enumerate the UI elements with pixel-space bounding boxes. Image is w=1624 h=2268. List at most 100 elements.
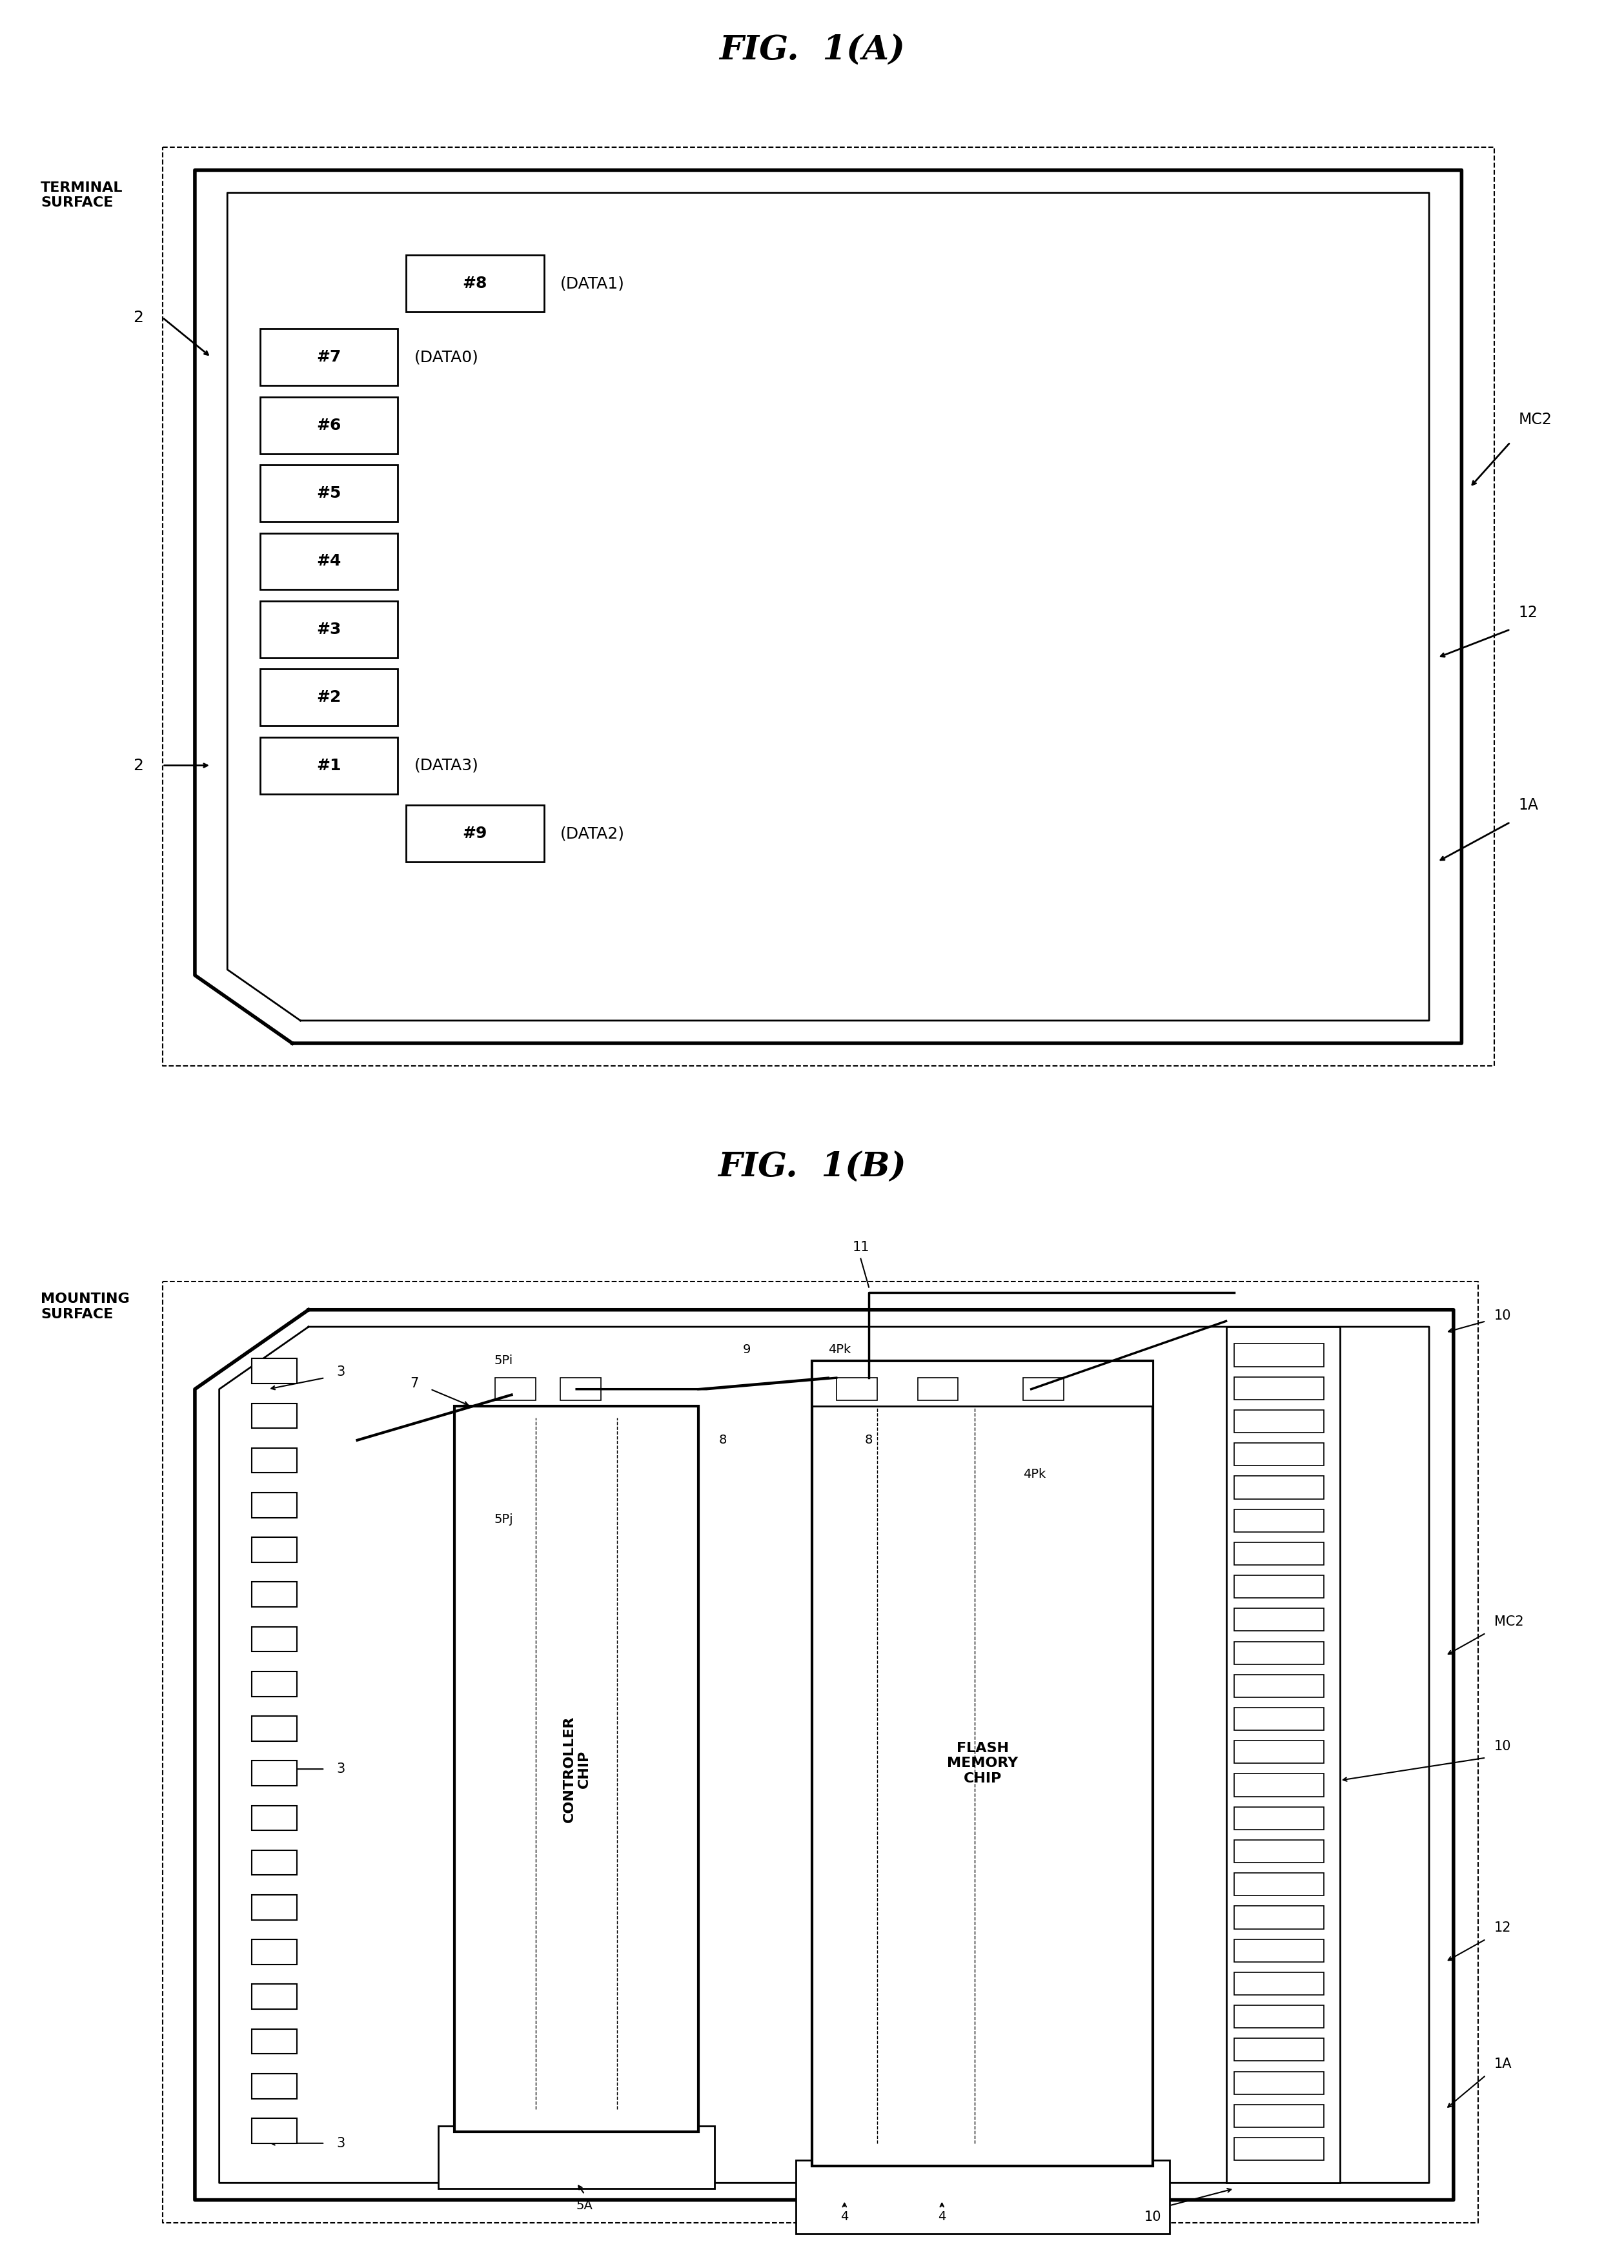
Text: 12: 12 — [1494, 1921, 1512, 1935]
Bar — [1234, 1343, 1324, 1365]
Bar — [260, 329, 398, 386]
Bar — [406, 805, 544, 862]
Text: 12: 12 — [1518, 606, 1538, 619]
Bar — [438, 2127, 715, 2189]
Bar — [1023, 1377, 1064, 1402]
Text: 3: 3 — [336, 1365, 346, 1379]
Text: 5A: 5A — [577, 2200, 593, 2211]
Bar — [1234, 2105, 1324, 2127]
Bar — [260, 601, 398, 658]
Text: 10: 10 — [1494, 1740, 1512, 1753]
Bar — [560, 1377, 601, 1402]
Text: MC2: MC2 — [1518, 413, 1553, 426]
Text: 5Pj: 5Pj — [494, 1513, 513, 1526]
Text: #9: #9 — [463, 826, 487, 841]
Bar — [252, 1538, 297, 1563]
Bar — [1234, 1905, 1324, 1928]
Bar — [252, 1492, 297, 1517]
Bar — [1226, 1327, 1340, 2182]
Text: 5Pi: 5Pi — [494, 1354, 513, 1368]
Bar — [260, 669, 398, 726]
Bar — [252, 1894, 297, 1919]
Text: #4: #4 — [317, 553, 341, 569]
Text: TERMINAL
SURFACE: TERMINAL SURFACE — [41, 181, 123, 209]
Bar — [1234, 2005, 1324, 2028]
Bar — [1234, 1508, 1324, 1531]
Bar — [1234, 1708, 1324, 1730]
Bar — [1234, 1774, 1324, 1796]
Bar — [252, 1626, 297, 1651]
Bar — [1234, 1476, 1324, 1499]
Bar — [1234, 2039, 1324, 2062]
Text: (DATA0): (DATA0) — [414, 349, 479, 365]
Bar — [252, 1672, 297, 1696]
Bar — [260, 465, 398, 522]
Bar — [1234, 1608, 1324, 1631]
Text: 2: 2 — [133, 758, 143, 773]
Text: 1A: 1A — [1494, 2057, 1512, 2071]
Bar — [252, 1583, 297, 1608]
Text: 8: 8 — [866, 1433, 872, 1447]
Text: FIG.  1(A): FIG. 1(A) — [719, 34, 905, 68]
Text: #6: #6 — [317, 417, 341, 433]
Text: 10: 10 — [1145, 2211, 1161, 2223]
Text: (DATA2): (DATA2) — [560, 826, 625, 841]
Text: #5: #5 — [317, 485, 341, 501]
Bar — [1234, 1808, 1324, 1830]
Bar — [252, 1447, 297, 1472]
Text: 1A: 1A — [1518, 798, 1538, 812]
Bar — [836, 1377, 877, 1402]
Bar — [1234, 1873, 1324, 1896]
Text: FIG.  1(B): FIG. 1(B) — [718, 1152, 906, 1184]
Bar — [1234, 1839, 1324, 1862]
Bar — [260, 737, 398, 794]
Text: 10: 10 — [1494, 1309, 1512, 1322]
Text: #7: #7 — [317, 349, 341, 365]
Text: 4: 4 — [939, 2211, 945, 2223]
Bar — [252, 1717, 297, 1742]
Bar — [406, 256, 544, 311]
Text: CONTROLLER
CHIP: CONTROLLER CHIP — [562, 1715, 591, 1823]
Text: 11: 11 — [853, 1241, 869, 1254]
Text: #1: #1 — [317, 758, 341, 773]
Bar — [1234, 1642, 1324, 1665]
Text: (DATA1): (DATA1) — [560, 277, 625, 290]
Text: 4Pk: 4Pk — [1023, 1467, 1046, 1481]
Bar — [252, 1359, 297, 1383]
Bar — [1234, 1939, 1324, 1962]
Bar — [1234, 1411, 1324, 1433]
Bar — [1234, 1742, 1324, 1765]
Text: FLASH
MEMORY
CHIP: FLASH MEMORY CHIP — [947, 1742, 1018, 1785]
Bar — [1234, 1542, 1324, 1565]
Bar — [1234, 1576, 1324, 1599]
Bar — [252, 1805, 297, 1830]
Bar — [812, 1361, 1153, 1406]
Bar — [252, 1939, 297, 1964]
Bar — [918, 1377, 958, 1402]
Text: 4: 4 — [841, 2211, 848, 2223]
Bar — [252, 1760, 297, 1785]
Text: 2: 2 — [133, 311, 143, 324]
Text: 7: 7 — [409, 1377, 419, 1390]
Bar — [495, 1377, 536, 1402]
Text: MOUNTING
SURFACE: MOUNTING SURFACE — [41, 1293, 130, 1320]
Text: MC2: MC2 — [1494, 1615, 1523, 1628]
Bar — [260, 533, 398, 590]
Text: 9: 9 — [744, 1343, 750, 1356]
Bar — [252, 1404, 297, 1429]
Text: (DATA3): (DATA3) — [414, 758, 479, 773]
Text: 3: 3 — [336, 1762, 346, 1776]
Bar — [1234, 2071, 1324, 2093]
Bar — [1234, 1973, 1324, 1996]
Text: 4Pk: 4Pk — [828, 1343, 851, 1356]
Bar — [260, 397, 398, 454]
Bar — [812, 1361, 1153, 2166]
Bar — [455, 1406, 698, 2132]
Bar — [796, 2159, 1169, 2234]
Bar — [252, 2073, 297, 2098]
Bar — [252, 1851, 297, 1876]
Bar — [1234, 2136, 1324, 2159]
Bar — [1234, 1442, 1324, 1465]
Text: #3: #3 — [317, 621, 341, 637]
Bar — [252, 2030, 297, 2055]
